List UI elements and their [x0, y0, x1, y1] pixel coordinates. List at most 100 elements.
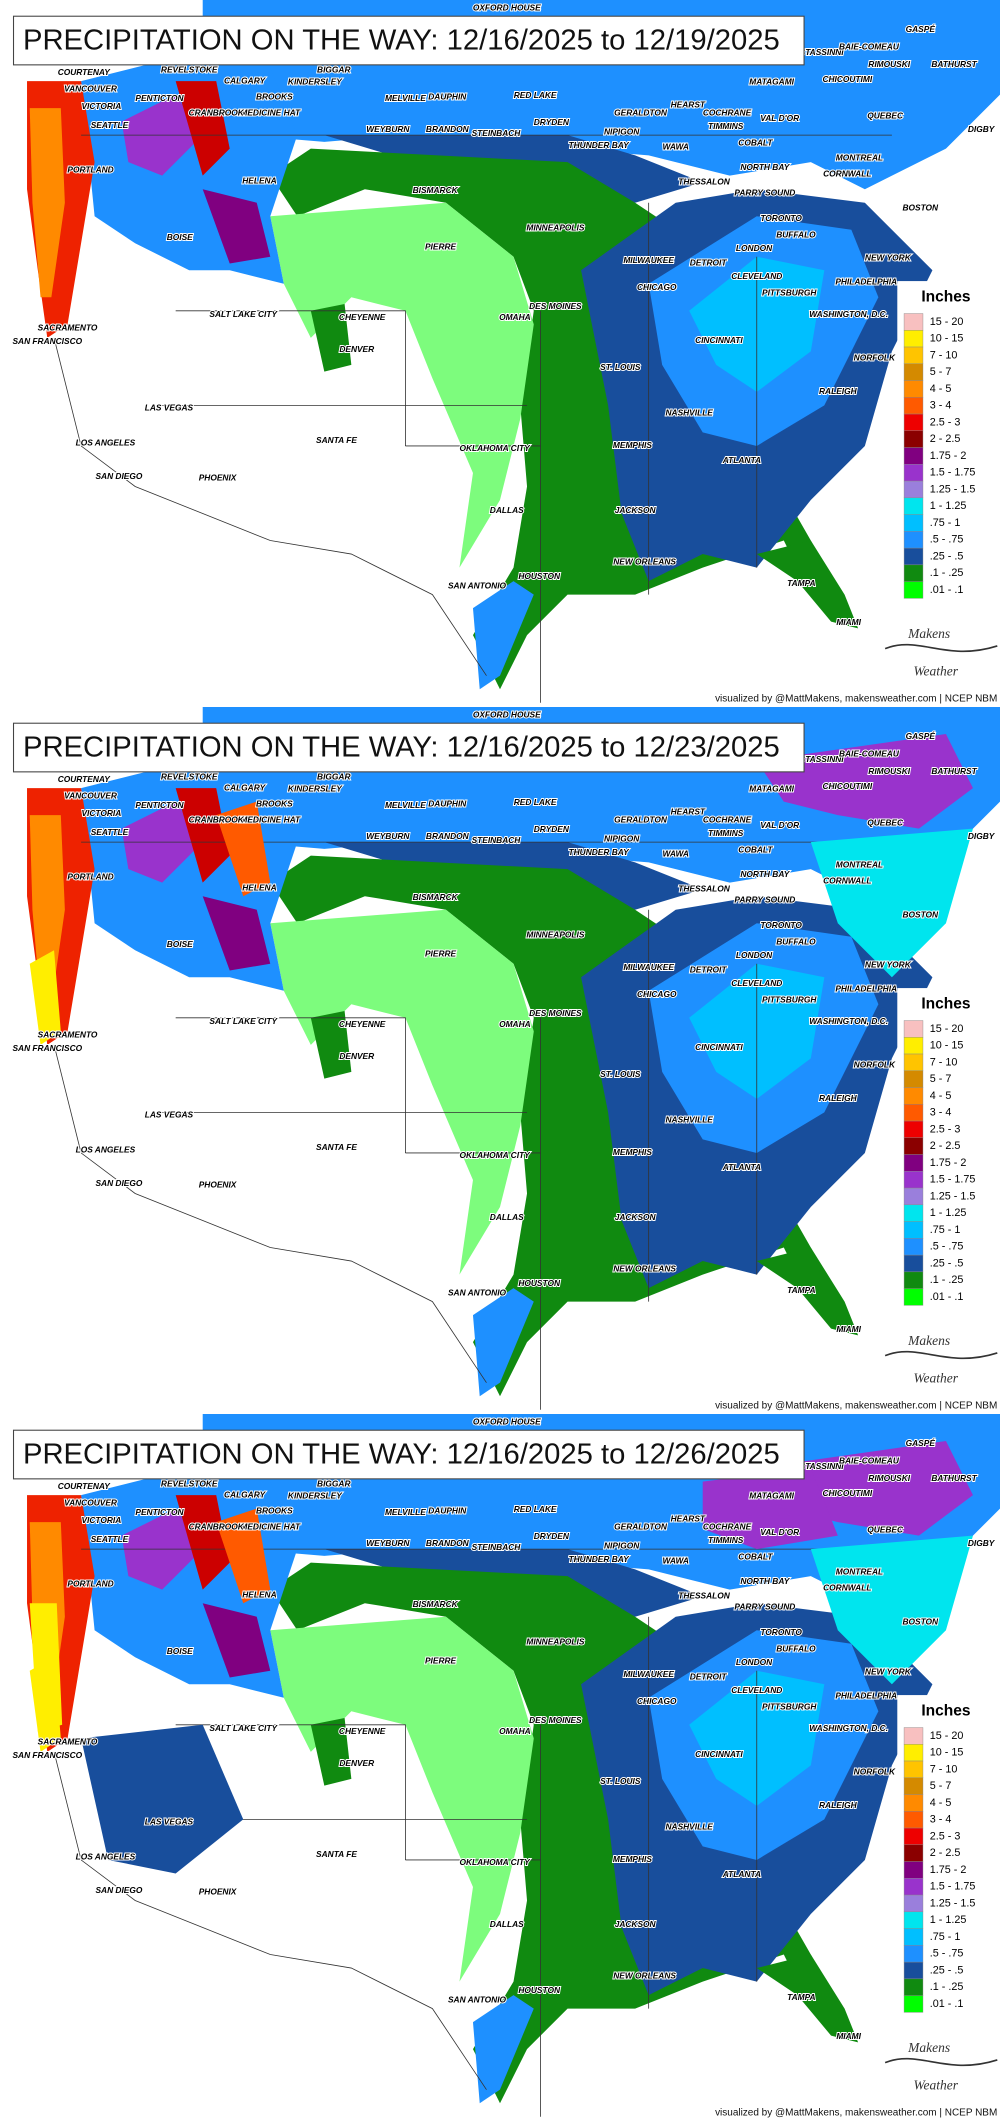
- city-label: COCHRANE: [703, 108, 752, 118]
- city-label: DRYDEN: [534, 117, 570, 127]
- city-label: HEARST: [671, 807, 706, 817]
- city-label: JACKSON: [615, 505, 657, 515]
- city-label: NEW YORK: [865, 1666, 912, 1676]
- city-label: CINCINNATI: [695, 1042, 743, 1052]
- city-label: SAN DIEGO: [95, 471, 142, 481]
- city-label: PIERRE: [425, 242, 457, 252]
- city-label: REVELSTOKE: [161, 771, 218, 781]
- city-label: PENTICTON: [135, 800, 184, 810]
- city-label: BOSTON: [902, 909, 939, 919]
- city-label: REVELSTOKE: [161, 64, 218, 74]
- legend-swatch: [903, 363, 924, 381]
- city-label: MEDICINE HAT: [240, 108, 301, 118]
- legend-label: .01 - .1: [930, 584, 964, 596]
- city-label: OXFORD HOUSE: [473, 2, 541, 12]
- city-label: BUFFALO: [776, 229, 816, 239]
- legend-label: .1 - .25: [930, 567, 964, 579]
- city-label: LOS ANGELES: [76, 1144, 136, 1154]
- legend-swatch: [903, 1727, 924, 1745]
- panel-title: PRECIPITATION ON THE WAY: 12/16/2025 to …: [23, 731, 780, 763]
- city-label: HELENA: [242, 175, 276, 185]
- city-label: RED LAKE: [514, 1504, 557, 1514]
- city-label: COURTENAY: [58, 1481, 112, 1491]
- city-label: DRYDEN: [534, 1531, 570, 1541]
- city-label: DES MOINES: [529, 1008, 582, 1018]
- city-label: BISMARCK: [413, 1599, 459, 1609]
- city-label: MONTREAL: [836, 152, 883, 162]
- city-label: TIMMINS: [708, 828, 744, 838]
- legend-swatch: [903, 1238, 924, 1256]
- legend-label: 1.75 - 2: [930, 450, 967, 462]
- city-label: MEMPHIS: [613, 1147, 652, 1157]
- legend-swatch: [903, 1204, 924, 1222]
- city-label: SEATTLE: [91, 827, 129, 837]
- legend-label: 5 - 7: [930, 1780, 952, 1792]
- city-label: BISMARCK: [413, 892, 459, 902]
- city-label: STEINBACH: [472, 1542, 522, 1552]
- city-label: HELENA: [242, 882, 276, 892]
- legend-swatch: [903, 1928, 924, 1946]
- city-label: HOUSTON: [518, 1278, 561, 1288]
- city-label: SALT LAKE CITY: [209, 1723, 278, 1733]
- city-label: ATLANTA: [722, 1869, 761, 1879]
- city-label: VICTORIA: [81, 1515, 121, 1525]
- legend-label: .75 - 1: [930, 1931, 961, 1943]
- city-label: VAL D'OR: [760, 1527, 799, 1537]
- legend-swatch: [903, 313, 924, 331]
- city-label: NEW ORLEANS: [613, 556, 676, 566]
- legend-swatch: [903, 1288, 924, 1306]
- legend-label: 7 - 10: [930, 349, 958, 361]
- city-label: MIAMI: [836, 617, 861, 627]
- city-label: DIGBY: [968, 124, 996, 134]
- legend-label: .75 - 1: [930, 517, 961, 529]
- city-label: COBALT: [738, 844, 773, 854]
- city-label: VICTORIA: [81, 808, 121, 818]
- legend-swatch: [903, 1271, 924, 1289]
- city-label: SANTA FE: [316, 435, 357, 445]
- city-label: DES MOINES: [529, 301, 582, 311]
- city-label: NASHVILLE: [666, 408, 714, 418]
- city-label: PHOENIX: [199, 1180, 237, 1190]
- city-label: SAN ANTONIO: [448, 1288, 507, 1298]
- city-label: CHICOUTIMI: [822, 74, 872, 84]
- legend-swatch: [903, 1945, 924, 1963]
- city-label: WEYBURN: [366, 124, 410, 134]
- legend-swatch: [903, 1171, 924, 1189]
- city-label: PIERRE: [425, 1656, 457, 1666]
- city-label: SACRAMENTO: [38, 1030, 98, 1040]
- legend-swatch: [903, 1861, 924, 1879]
- legend-swatch: [903, 1744, 924, 1762]
- city-label: VICTORIA: [81, 101, 121, 111]
- legend-swatch: [903, 1037, 924, 1055]
- legend-swatch: [903, 447, 924, 465]
- city-label: CLEVELAND: [731, 978, 782, 988]
- city-label: LOS ANGELES: [76, 437, 136, 447]
- city-label: STASSINNI: [800, 754, 845, 764]
- city-label: NORFOLK: [854, 1059, 896, 1069]
- legend-swatch: [903, 1878, 924, 1896]
- city-label: SAN FRANCISCO: [12, 336, 82, 346]
- legend-label: 3 - 4: [930, 1107, 952, 1119]
- city-label: WAWA: [662, 1556, 688, 1566]
- legend-label: .5 - .75: [930, 534, 964, 546]
- logo-top: Makens: [907, 626, 950, 641]
- city-label: MIAMI: [836, 1324, 861, 1334]
- logo-bottom: Weather: [914, 1371, 959, 1386]
- legend-label: .1 - .25: [930, 1274, 964, 1286]
- city-label: TIMMINS: [708, 1535, 744, 1545]
- city-label: SACRAMENTO: [38, 323, 98, 333]
- city-label: ST. LOUIS: [600, 1069, 641, 1079]
- legend-swatch: [903, 1053, 924, 1071]
- legend-label: 1.5 - 1.75: [930, 1881, 976, 1893]
- city-label: STASSINNI: [800, 47, 845, 57]
- title-box: [12, 1429, 805, 1480]
- city-label: JACKSON: [615, 1212, 657, 1222]
- city-label: OKLAHOMA CITY: [459, 1150, 531, 1160]
- city-label: CALGARY: [224, 75, 267, 85]
- city-label: VAL D'OR: [760, 820, 799, 830]
- city-label: PHOENIX: [199, 473, 237, 483]
- legend-swatch: [903, 413, 924, 432]
- city-label: BOISE: [167, 939, 193, 949]
- city-label: LAS VEGAS: [145, 1109, 194, 1119]
